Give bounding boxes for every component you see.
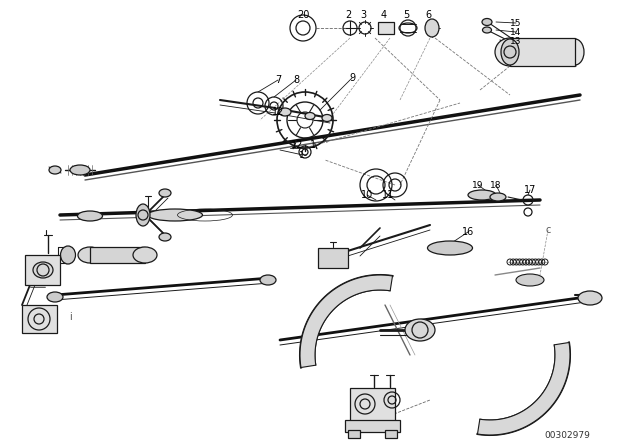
Text: 13: 13 [510, 36, 522, 46]
Ellipse shape [70, 165, 90, 175]
Bar [348, 430, 360, 438]
Text: 6: 6 [425, 10, 431, 20]
Ellipse shape [428, 241, 472, 255]
Ellipse shape [322, 115, 332, 121]
Ellipse shape [78, 247, 102, 263]
Ellipse shape [566, 39, 584, 65]
Text: 10: 10 [361, 190, 373, 200]
Ellipse shape [61, 246, 76, 264]
Polygon shape [300, 275, 392, 367]
Text: 1-: 1- [298, 151, 307, 159]
Ellipse shape [47, 292, 63, 302]
Ellipse shape [305, 112, 315, 120]
Ellipse shape [501, 39, 519, 65]
Ellipse shape [133, 247, 157, 263]
Ellipse shape [482, 18, 492, 26]
Ellipse shape [483, 27, 492, 33]
Ellipse shape [77, 211, 102, 221]
Text: 1: 1 [310, 140, 316, 150]
Text: 7: 7 [275, 75, 281, 85]
Text: 18: 18 [490, 181, 502, 190]
Bar [378, 22, 394, 34]
Ellipse shape [495, 38, 525, 66]
Text: 19: 19 [472, 181, 484, 190]
Bar [25, 255, 60, 285]
Text: 20: 20 [297, 10, 309, 20]
Text: 00302979: 00302979 [544, 431, 590, 439]
Ellipse shape [490, 193, 506, 201]
Text: 12: 12 [291, 140, 303, 150]
Ellipse shape [425, 19, 439, 37]
Text: 11: 11 [382, 190, 394, 200]
Text: 16: 16 [462, 227, 474, 237]
Ellipse shape [279, 108, 291, 116]
Text: 4: 4 [381, 10, 387, 20]
Text: 2: 2 [345, 10, 351, 20]
Bar [385, 430, 397, 438]
Text: 17: 17 [524, 185, 536, 195]
Bar [510, 38, 575, 66]
Ellipse shape [468, 190, 496, 200]
Ellipse shape [516, 274, 544, 286]
Text: 14: 14 [510, 27, 522, 36]
Ellipse shape [578, 291, 602, 305]
Ellipse shape [49, 166, 61, 174]
Text: 9: 9 [349, 73, 355, 83]
Text: i: i [68, 312, 72, 322]
Ellipse shape [136, 204, 150, 226]
Text: 5: 5 [403, 10, 409, 20]
Ellipse shape [405, 319, 435, 341]
Text: c: c [545, 225, 550, 235]
Text: 15: 15 [510, 18, 522, 27]
Bar [345, 420, 400, 432]
Ellipse shape [159, 189, 171, 197]
Text: 8: 8 [293, 75, 299, 85]
Ellipse shape [159, 233, 171, 241]
Bar [90, 247, 145, 263]
Bar [318, 248, 348, 268]
Text: 12: 12 [272, 107, 284, 117]
Ellipse shape [147, 209, 202, 221]
Text: 3: 3 [360, 10, 366, 20]
Bar [350, 388, 395, 426]
Polygon shape [477, 342, 570, 435]
Bar [22, 305, 57, 333]
Ellipse shape [33, 262, 53, 278]
Ellipse shape [260, 275, 276, 285]
